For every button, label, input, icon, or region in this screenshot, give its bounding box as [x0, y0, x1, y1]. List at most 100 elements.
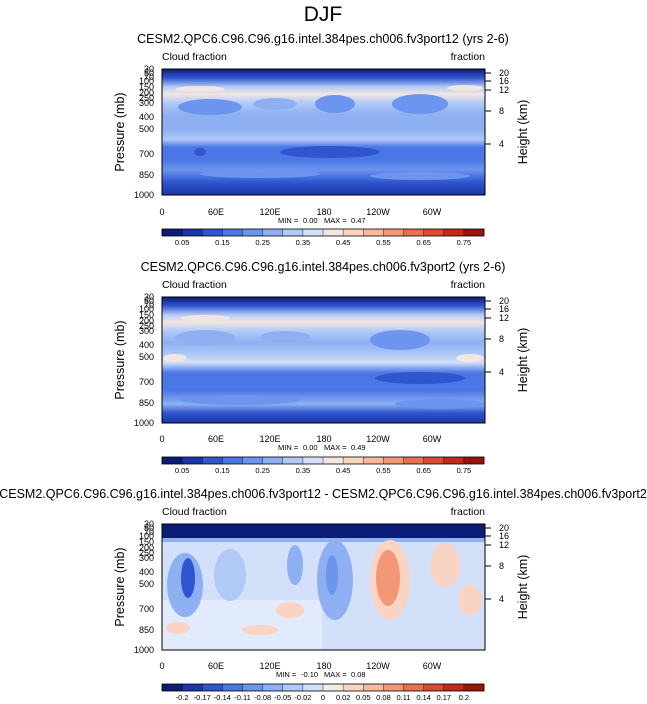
colorbar-box [363, 457, 384, 464]
colorbar-border [161, 683, 485, 692]
colorbar-label: 0 [321, 693, 325, 702]
x-tick-label: 60W [423, 207, 442, 217]
colorbar-box [162, 229, 183, 236]
x-tick-label: 120E [259, 661, 280, 671]
colorbar-box [323, 229, 344, 236]
colorbar-label: 0.17 [436, 693, 451, 702]
x-tick-label: 180 [316, 434, 331, 444]
stat-max: 0.47 [351, 216, 366, 225]
y-tick-label: 700 [139, 377, 154, 387]
y-tick-label: 150 [139, 537, 154, 547]
colorbar-label: -0.17 [194, 693, 211, 702]
right-tick-label: 20 [499, 68, 509, 78]
colorbar-box [162, 457, 183, 464]
panel-1-stats: MIN = 0.00 MAX = 0.47 [278, 216, 366, 225]
right-tick-label: 16 [499, 76, 509, 86]
y-tick-label: 200 [139, 543, 154, 553]
panel-1-right-axis-title: Height (km) [516, 100, 530, 165]
colorbar-box [323, 684, 344, 691]
x-tick-label: 120W [366, 661, 390, 671]
panel-1-left-label: Cloud fraction [162, 51, 227, 63]
y-tick-label: 300 [139, 553, 154, 563]
panel-2-x-axis: 0 60E 120E 180 120W 60W [159, 434, 441, 444]
colorbar-label: 0.2 [459, 693, 469, 702]
colorbar-box [363, 684, 384, 691]
panel-1-colorbar: 0.05 0.15 0.25 0.35 0.45 0.55 0.65 0.75 [161, 228, 485, 247]
colorbar-box [282, 229, 304, 236]
colorbar-box [242, 684, 263, 691]
colorbar-label: 0.05 [356, 693, 371, 702]
colorbar-box [443, 684, 465, 691]
colorbar-box [202, 229, 223, 236]
colorbar-box [242, 457, 263, 464]
colorbar-box [403, 457, 424, 464]
x-tick-label: 0 [159, 434, 164, 444]
y-tick-label: 1000 [134, 190, 154, 200]
colorbar-box [383, 684, 404, 691]
y-tick-label: 250 [139, 321, 154, 331]
right-tick-label: 8 [499, 106, 504, 116]
x-tick-label: 120E [259, 434, 280, 444]
colorbar-label: 0.05 [175, 466, 190, 475]
y-tick-label: 850 [139, 170, 154, 180]
y-tick-label: 250 [139, 548, 154, 558]
stat-min: 0.00 [303, 443, 318, 452]
colorbar-box [403, 229, 424, 236]
panel-3-y-axis-title: Pressure (mb) [113, 547, 127, 626]
y-tick-label: 250 [139, 93, 154, 103]
y-tick-label: 50 [144, 523, 154, 533]
x-tick-label: 60W [423, 661, 442, 671]
panel-2-title: CESM2.QPC6.C96.C96.g16.intel.384pes.ch00… [141, 260, 506, 274]
colorbar-label: 0.65 [416, 238, 431, 247]
panel-2-stats: MIN = 0.00 MAX = 0.49 [278, 443, 366, 452]
right-tick-label: 4 [499, 367, 504, 377]
y-tick-label: 200 [139, 88, 154, 98]
panel-1-right-label: fraction [451, 51, 486, 63]
stat-max-label: MAX = [324, 216, 347, 225]
right-tick-label: 12 [499, 313, 509, 323]
colorbar-label: -0.11 [234, 693, 251, 702]
colorbar-label: 0.25 [255, 466, 270, 475]
colorbar-label: -0.2 [176, 693, 189, 702]
colorbar-box [423, 684, 445, 691]
right-tick-label: 16 [499, 531, 509, 541]
y-tick-label: 300 [139, 98, 154, 108]
colorbar-label: 0.45 [336, 238, 351, 247]
colorbar-box [443, 457, 465, 464]
panel-3-left-label: Cloud fraction [162, 506, 227, 518]
colorbar-label: 0.55 [376, 466, 391, 475]
stat-max-label: MAX = [324, 670, 347, 679]
y-tick-label: 50 [144, 296, 154, 306]
colorbar-box [182, 684, 203, 691]
stat-min: -0.10 [301, 670, 318, 679]
panel-1-right-axis: 20 16 12 8 4 Height (km) [485, 68, 530, 164]
panel-2-y-axis: 30 50 70 100 150 200 250 300 400 500 700… [113, 292, 154, 428]
x-tick-label: 60E [208, 434, 224, 444]
x-tick-label: 120W [366, 207, 390, 217]
colorbar-label: 0.11 [396, 693, 410, 702]
y-tick-label: 500 [139, 352, 154, 362]
x-tick-label: 180 [316, 207, 331, 217]
colorbar-box [343, 457, 364, 464]
stat-min-label: MIN = [276, 670, 297, 679]
colorbar-box [302, 457, 324, 464]
panel-2-right-axis: 20 16 12 8 4 Height (km) [485, 296, 530, 392]
y-tick-label: 500 [139, 124, 154, 134]
colorbar-box [202, 684, 223, 691]
right-tick-label: 8 [499, 334, 504, 344]
stat-min-label: MIN = [278, 443, 299, 452]
colorbar-label: 0.15 [215, 466, 230, 475]
right-tick-label: 8 [499, 561, 504, 571]
panel-3-right-label: fraction [451, 506, 486, 518]
colorbar-label: 0.35 [296, 466, 311, 475]
x-tick-label: 60W [423, 434, 442, 444]
right-tick-label: 12 [499, 85, 509, 95]
colorbar-label: 0.65 [416, 466, 431, 475]
colorbar-label: -0.05 [274, 693, 291, 702]
colorbar-box [242, 229, 263, 236]
colorbar-box [423, 229, 445, 236]
colorbar-box [463, 684, 485, 691]
stat-max-label: MAX = [324, 443, 347, 452]
y-tick-label: 400 [139, 112, 154, 122]
y-tick-label: 400 [139, 567, 154, 577]
